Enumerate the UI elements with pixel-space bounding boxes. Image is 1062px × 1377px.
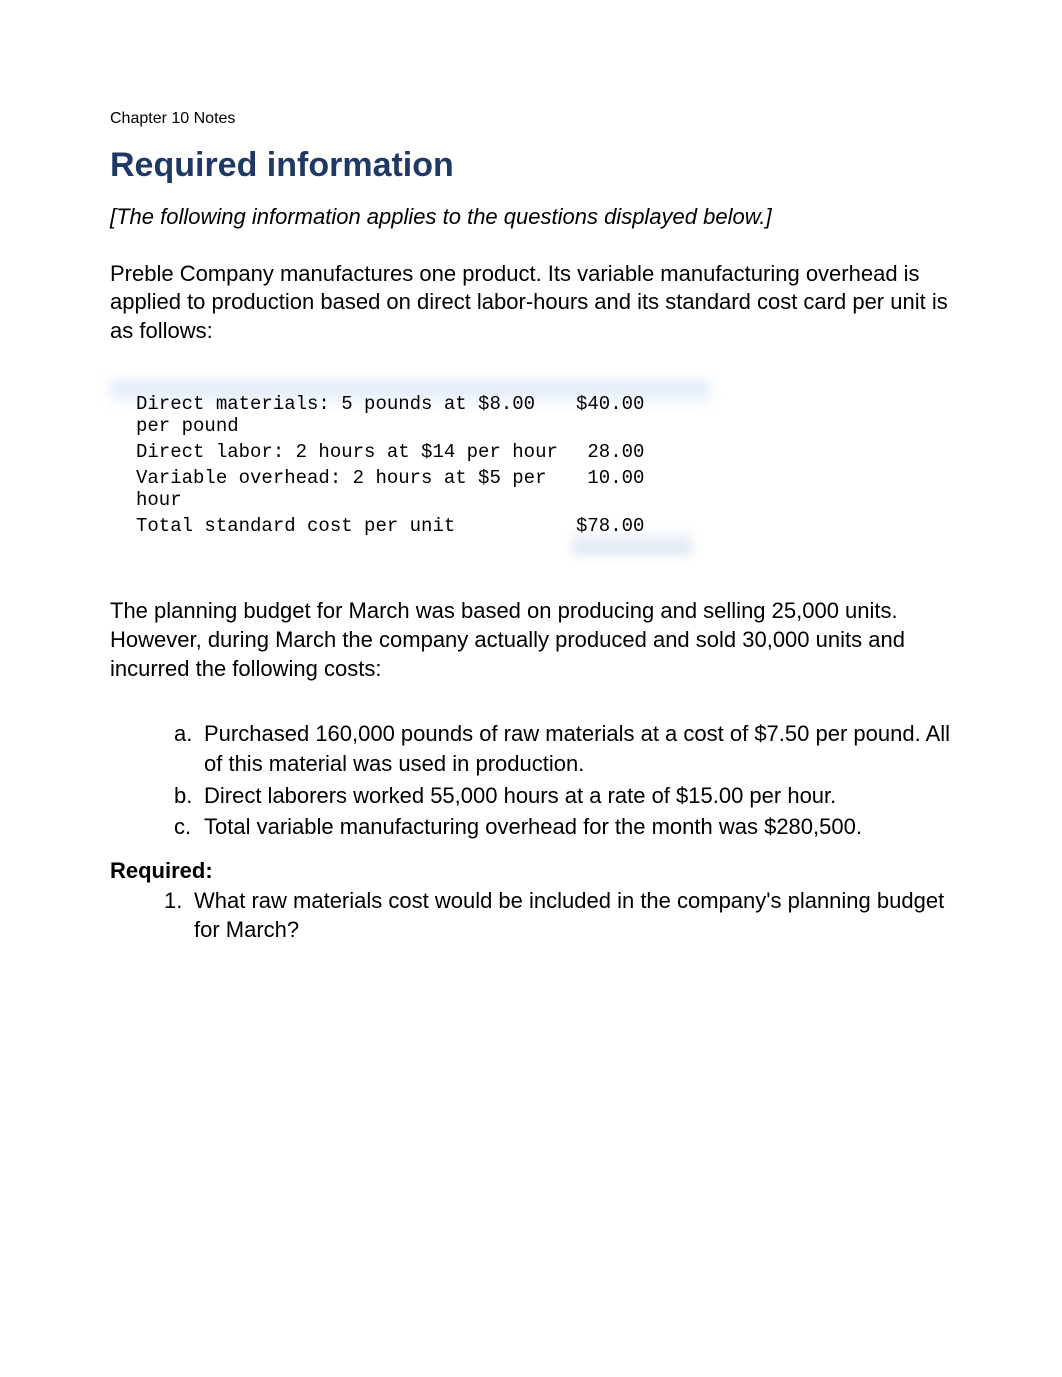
numbered-list: 1. What raw materials cost would be incl… [164,887,952,944]
list-item: a. Purchased 160,000 pounds of raw mater… [174,719,952,778]
cost-table: Direct materials: 5 pounds at $8.00 per … [130,391,650,539]
main-title: Required information [110,146,952,185]
intro-paragraph: Preble Company manufactures one product.… [110,260,952,346]
list-marker: a. [174,719,192,749]
table-row: Variable overhead: 2 hours at $5 per hou… [130,465,650,513]
cost-value: 10.00 [570,465,650,513]
cost-value: $78.00 [570,513,650,539]
cost-desc: Variable overhead: 2 hours at $5 per hou… [130,465,570,513]
table-row: Direct labor: 2 hours at $14 per hour 28… [130,439,650,465]
cost-value: 28.00 [570,439,650,465]
list-marker: c. [174,812,191,842]
cost-desc: Direct labor: 2 hours at $14 per hour [130,439,570,465]
list-marker: 1. [164,887,182,916]
lettered-list: a. Purchased 160,000 pounds of raw mater… [174,719,952,842]
list-item: b. Direct laborers worked 55,000 hours a… [174,781,952,811]
list-marker: b. [174,781,192,811]
required-label: Required: [110,858,952,884]
list-text: What raw materials cost would be include… [194,888,944,942]
list-item: c. Total variable manufacturing overhead… [174,812,952,842]
table-row: Direct materials: 5 pounds at $8.00 per … [130,391,650,439]
list-text: Purchased 160,000 pounds of raw material… [204,721,950,776]
list-text: Total variable manufacturing overhead fo… [204,814,862,839]
mid-paragraph: The planning budget for March was based … [110,597,952,683]
cost-desc: Total standard cost per unit [130,513,570,539]
list-item: 1. What raw materials cost would be incl… [164,887,952,944]
list-text: Direct laborers worked 55,000 hours at a… [204,783,836,808]
page-header: Chapter 10 Notes [110,110,952,128]
cost-desc: Direct materials: 5 pounds at $8.00 per … [130,391,570,439]
intro-note: [The following information applies to th… [110,203,952,232]
table-row: Total standard cost per unit $78.00 [130,513,650,539]
cost-table-container: Direct materials: 5 pounds at $8.00 per … [110,381,952,549]
cost-value: $40.00 [570,391,650,439]
